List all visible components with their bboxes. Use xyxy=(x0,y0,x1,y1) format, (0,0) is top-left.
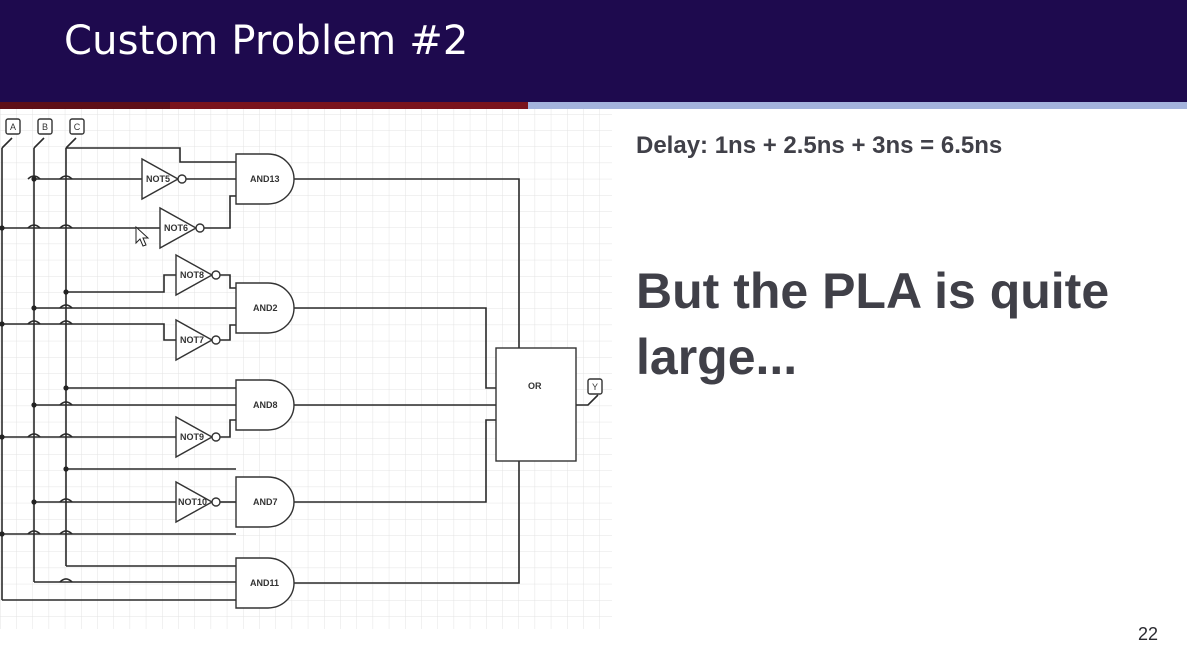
svg-text:AND13: AND13 xyxy=(250,174,280,184)
svg-text:NOT5: NOT5 xyxy=(146,174,170,184)
junction-dots xyxy=(0,176,69,537)
page-number: 22 xyxy=(1138,624,1159,644)
not-gate-8: NOT8 xyxy=(175,253,221,297)
or-block: OR xyxy=(495,347,577,462)
delay-text: Delay: 1ns + 2.5ns + 3ns = 6.5ns xyxy=(636,132,1003,159)
accent-stripe-blue xyxy=(528,102,1187,109)
and-gate-2: AND2 xyxy=(235,282,295,334)
accent-stripe-red-dark xyxy=(170,102,528,109)
and-gate-11: AND11 xyxy=(235,557,295,609)
not-gate-10: NOT10 xyxy=(175,480,221,524)
not-gate-6: NOT6 xyxy=(159,206,205,250)
not-gate-7: NOT7 xyxy=(175,318,221,362)
and-gate-7: AND7 xyxy=(235,476,295,528)
logic-circuit-diagram: A B C xyxy=(0,109,612,629)
svg-text:AND11: AND11 xyxy=(250,578,279,588)
and-gate-13: AND13 xyxy=(235,153,295,205)
svg-text:NOT7: NOT7 xyxy=(180,335,204,345)
input-pin-b: B xyxy=(37,118,53,135)
slide-title: Custom Problem #2 xyxy=(64,18,469,64)
slide-header: Custom Problem #2 xyxy=(0,0,1187,102)
svg-text:AND2: AND2 xyxy=(253,303,278,313)
svg-text:NOT8: NOT8 xyxy=(180,270,204,280)
pla-note: But the PLA is quite large... xyxy=(636,263,1110,385)
not-gate-9: NOT9 xyxy=(175,415,221,459)
svg-text:A: A xyxy=(10,122,16,132)
svg-text:C: C xyxy=(74,122,81,132)
svg-text:NOT6: NOT6 xyxy=(164,223,188,233)
wire-crossings xyxy=(27,175,73,583)
not-gate-5: NOT5 xyxy=(141,157,187,201)
mouse-cursor-icon xyxy=(135,225,150,247)
svg-text:Y: Y xyxy=(592,382,598,392)
svg-text:OR: OR xyxy=(528,381,542,391)
svg-text:NOT9: NOT9 xyxy=(180,432,204,442)
wiring xyxy=(2,147,599,601)
and-gate-8: AND8 xyxy=(235,379,295,431)
input-pin-c: C xyxy=(69,118,85,135)
input-rails xyxy=(1,137,77,600)
svg-text:AND7: AND7 xyxy=(253,497,278,507)
output-pin-y: Y xyxy=(587,378,603,395)
svg-text:B: B xyxy=(42,122,48,132)
svg-text:AND8: AND8 xyxy=(253,400,278,410)
input-pin-a: A xyxy=(5,118,21,135)
svg-text:NOT10: NOT10 xyxy=(178,497,207,507)
